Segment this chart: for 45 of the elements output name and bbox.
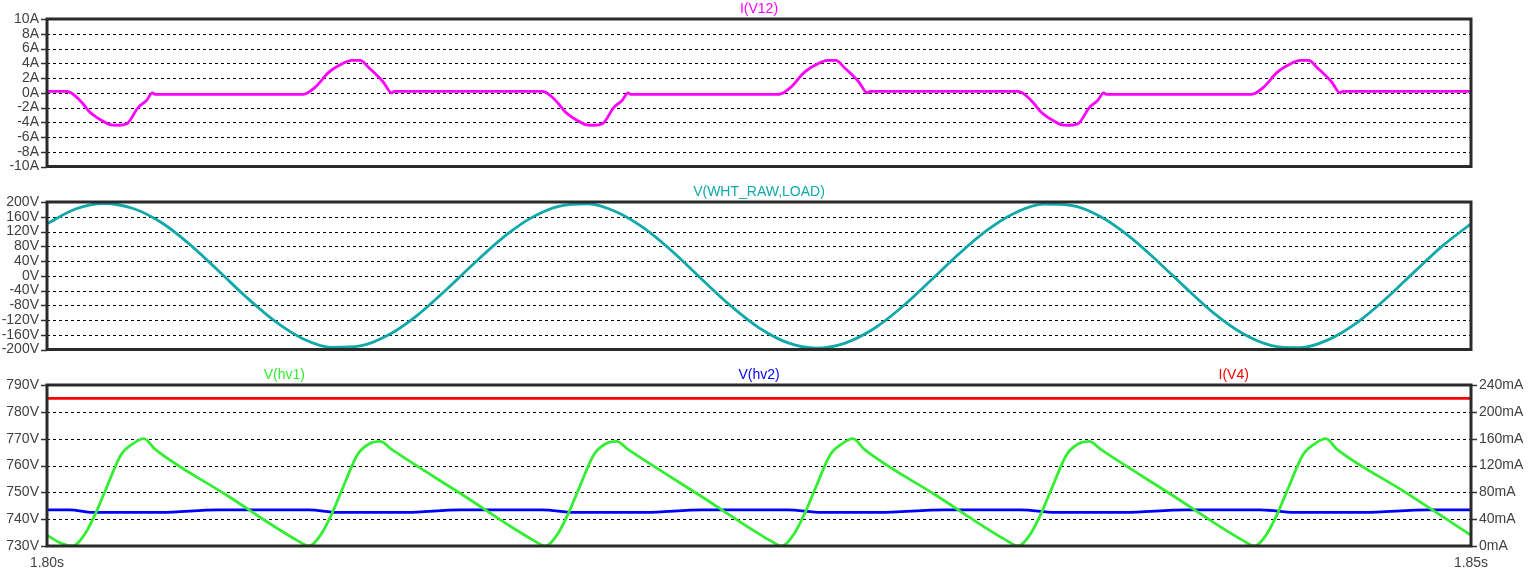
y2-tick-label: 240mA <box>1479 375 1525 392</box>
y-tick-label: 730V <box>6 536 40 553</box>
series-label: I(V4) <box>1218 365 1249 382</box>
y-tick-label: 120V <box>6 222 40 239</box>
y-tick-label: 2A <box>21 68 40 85</box>
y-tick-label: -4A <box>17 113 40 130</box>
y-tick-label: -6A <box>17 127 40 144</box>
y2-tick-label: 120mA <box>1479 456 1525 473</box>
x-tick-label: 1.80s <box>29 554 65 571</box>
y-tick-label: -40V <box>9 281 40 298</box>
text: I(V12) <box>739 0 779 16</box>
text: V(hv1) <box>263 365 305 382</box>
y-tick-label: 760V <box>6 456 40 473</box>
y-tick-label: -2A <box>17 98 40 115</box>
x-tick-label: 1.85s <box>1453 554 1489 571</box>
y-tick-label: 40V <box>14 251 40 268</box>
y-tick-label: 10A <box>14 9 40 26</box>
y-tick-label: 740V <box>6 510 40 527</box>
line-series <box>47 58 1471 127</box>
y-tick-label: -80V <box>9 296 40 313</box>
y-tick-label: -120V <box>1 310 40 327</box>
y-tick-label: -200V <box>1 340 40 357</box>
y-tick-label: 770V <box>6 429 40 446</box>
y2-tick-label: 80mA <box>1479 483 1517 500</box>
y-tick-label: 790V <box>6 375 40 392</box>
y-tick-label: 4A <box>21 54 40 71</box>
y-tick-label: -8A <box>17 142 40 159</box>
y-tick-label: 0V <box>21 266 40 283</box>
y-tick-label: 160V <box>6 207 40 224</box>
y-tick-label: -10A <box>9 157 40 174</box>
y-tick-label: 8A <box>21 24 40 41</box>
y2-tick-label: 40mA <box>1479 510 1517 527</box>
y-tick-label: 780V <box>6 402 40 419</box>
y2-tick-label: 160mA <box>1479 429 1525 446</box>
text: V(hv2) <box>738 365 780 382</box>
line-series <box>47 437 1471 546</box>
y-tick-label: 0A <box>21 83 40 100</box>
y-tick-label: 80V <box>14 237 40 254</box>
y2-tick-label: 0mA <box>1479 536 1509 553</box>
y2-tick-label: 200mA <box>1479 402 1525 419</box>
text: V(WHT_RAW,LOAD) <box>693 182 825 199</box>
y-tick-label: -160V <box>1 325 40 342</box>
y-tick-label: 200V <box>6 192 40 209</box>
y-tick-label: 750V <box>6 483 40 500</box>
y-tick-label: 6A <box>21 39 40 56</box>
